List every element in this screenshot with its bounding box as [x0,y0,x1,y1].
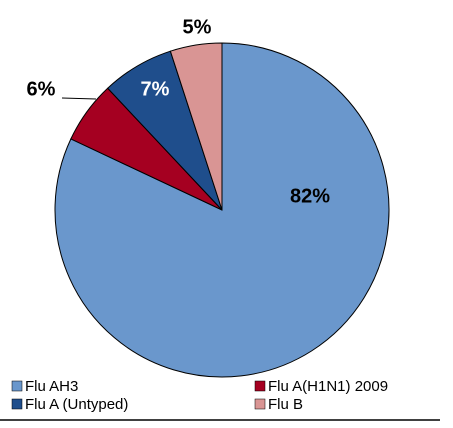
legend-swatch [11,380,23,392]
legend-label: Flu AH3 [25,378,78,395]
leader-line [61,97,97,100]
data-label: 82% [290,185,330,207]
pie-slice [169,42,223,211]
data-label: 6% [27,78,56,100]
legend-label: Flu A(H1N1) 2009 [268,378,388,395]
legend-swatch [11,398,23,410]
data-label: 7% [141,78,170,100]
legend-label: Flu A (Untyped) [25,396,128,413]
legend-swatch [254,398,266,410]
data-label: 5% [183,16,212,38]
legend-swatch [254,380,266,392]
legend-label: Flu B [268,396,303,413]
